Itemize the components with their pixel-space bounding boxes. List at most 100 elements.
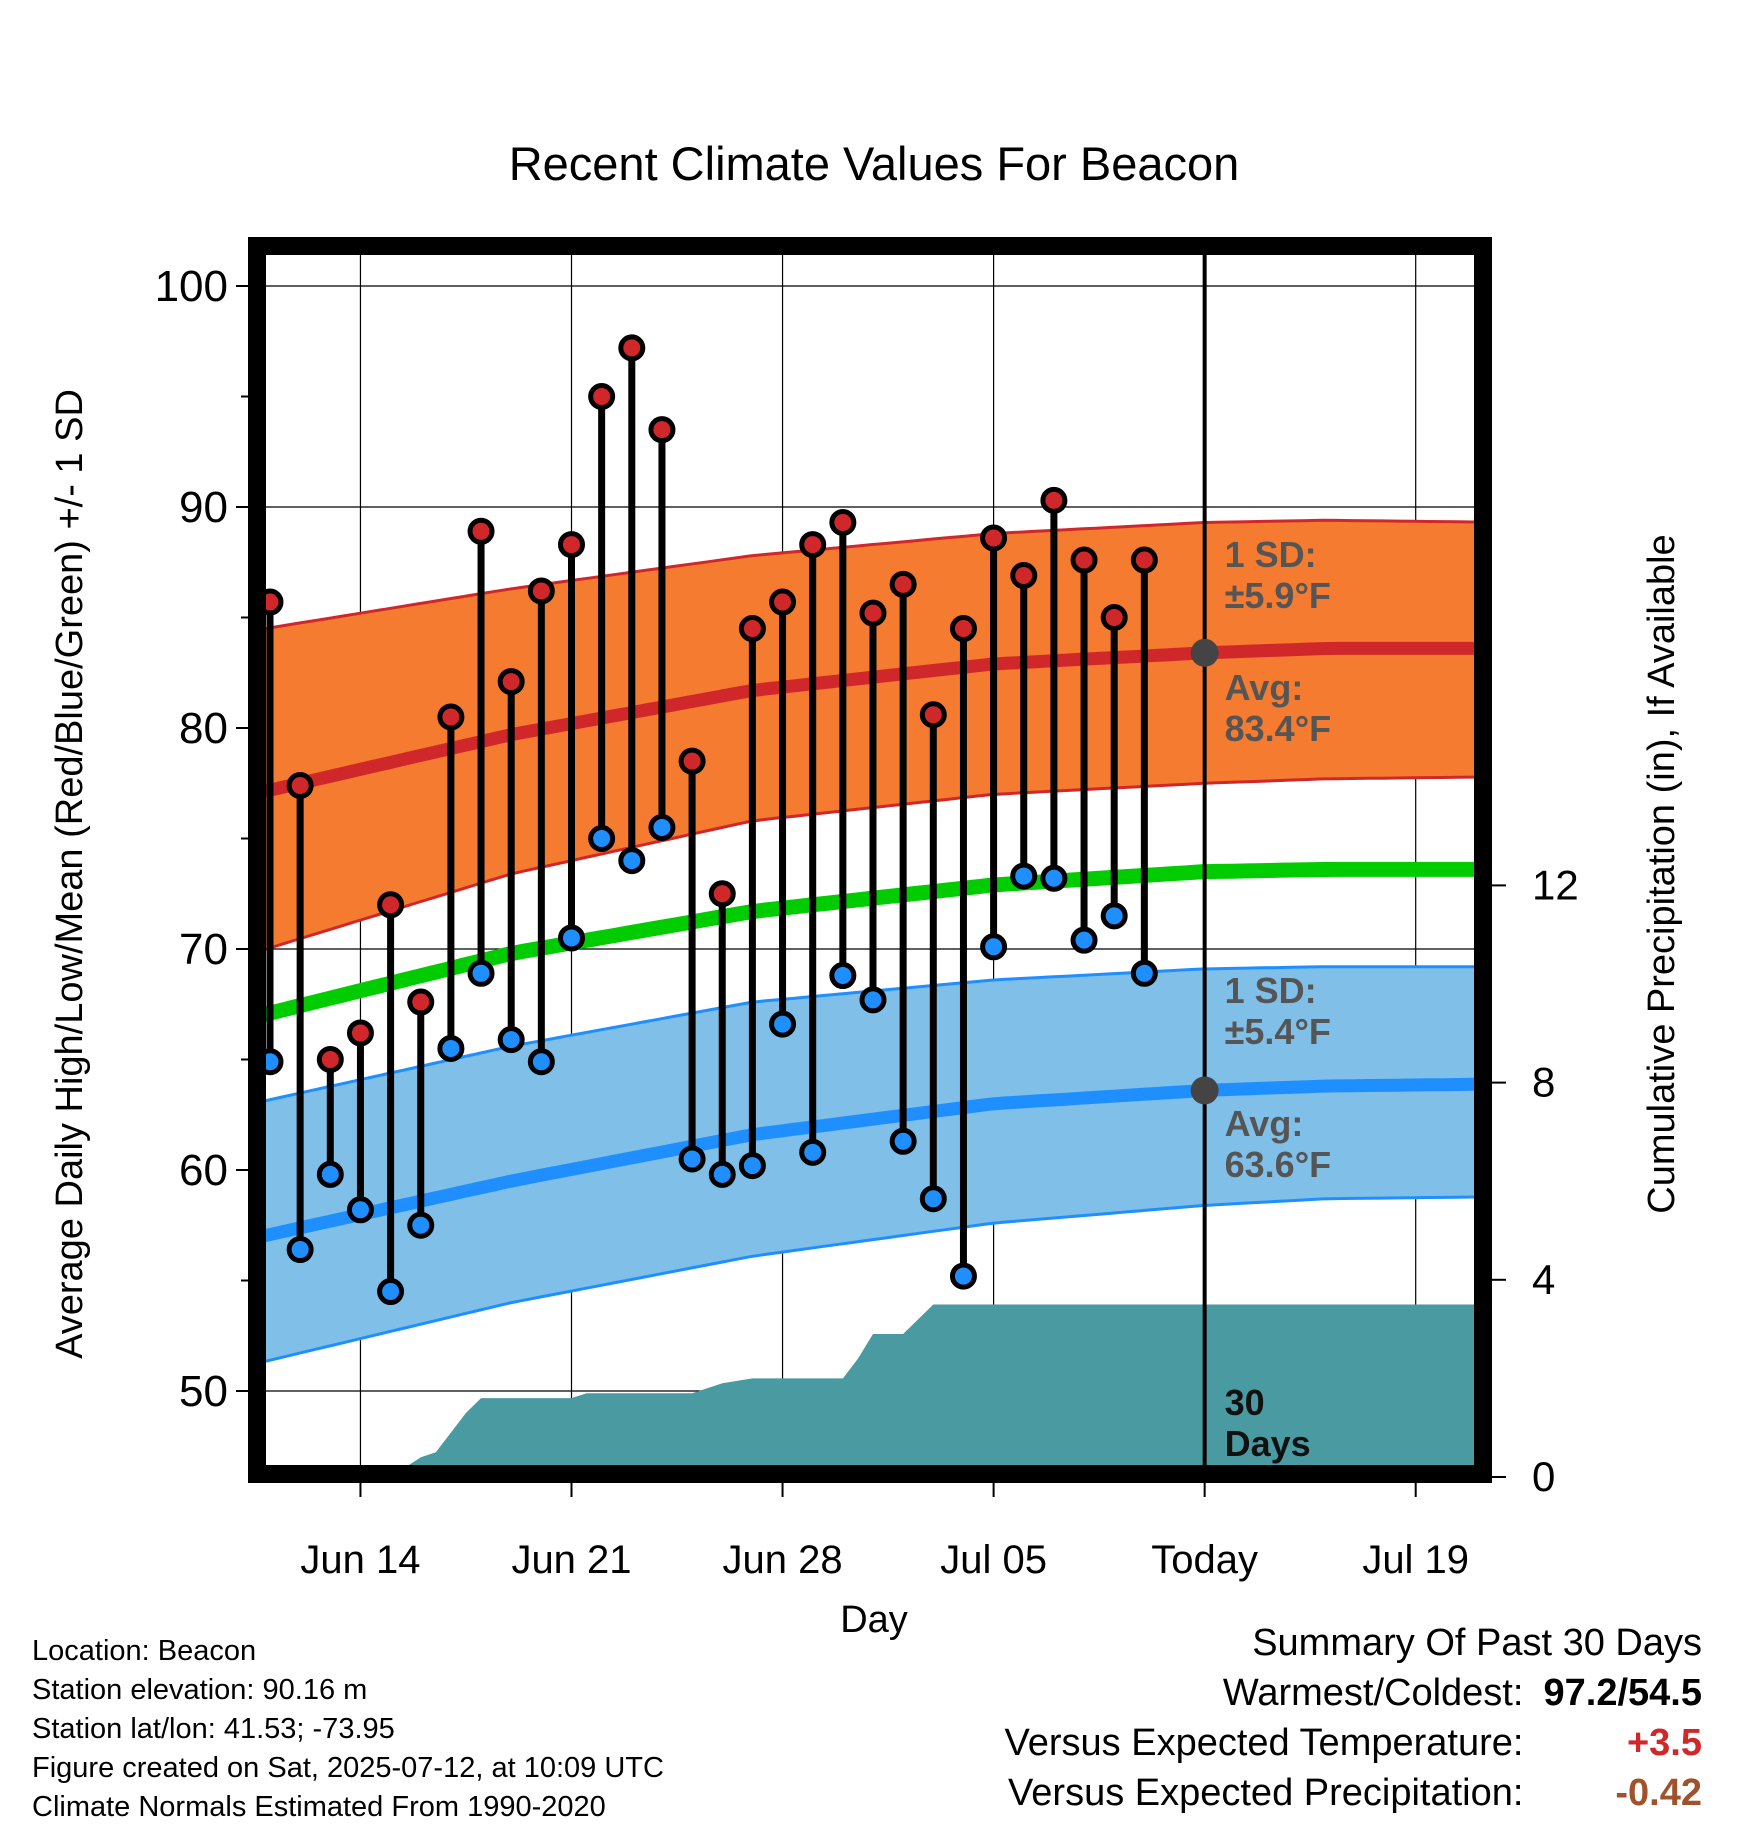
high-point [377, 891, 405, 919]
summary-heading: Summary Of Past 30 Days [1252, 1622, 1702, 1664]
high-point [708, 880, 736, 908]
y-tick-label: 70 [179, 925, 228, 974]
x-tick-label: Jun 14 [300, 1538, 420, 1582]
high-point [1010, 562, 1038, 590]
y-tick-label: 90 [179, 483, 228, 532]
low-point [829, 962, 857, 990]
station-metadata: Location: Beacon Station elevation: 90.1… [32, 1632, 664, 1827]
plot-frame [248, 237, 1492, 1483]
high-point [407, 988, 435, 1016]
x-tick-label: Jun 21 [511, 1538, 631, 1582]
precipitation-area [408, 1304, 1474, 1465]
low-point [588, 825, 616, 852]
normals-text: Climate Normals Estimated From 1990-2020 [32, 1791, 606, 1823]
high-point [859, 599, 887, 627]
high-point [889, 570, 917, 598]
high-point [1040, 486, 1068, 514]
high-point [1070, 546, 1098, 574]
low-point [678, 1145, 706, 1173]
low-point [1010, 862, 1038, 890]
high-sd-annotation: 1 SD: [1225, 534, 1317, 575]
y2-tick-label: 0 [1532, 1453, 1555, 1500]
y2-tick-label: 4 [1532, 1256, 1555, 1303]
high-point [738, 615, 766, 643]
low-avg-annotation: Avg: [1225, 1103, 1304, 1144]
low-point [527, 1048, 555, 1076]
low-point [889, 1127, 917, 1155]
low-point [266, 1048, 284, 1076]
high-point [1130, 546, 1158, 574]
high-sd-lower-line [266, 775, 1474, 951]
low-point [1070, 926, 1098, 954]
mean-normal-line [266, 861, 1474, 1022]
y-tick-label: 80 [179, 704, 228, 753]
summary-panel: Summary Of Past 30 Days Warmest/Coldest:… [1005, 1618, 1702, 1818]
low-point [497, 1026, 525, 1054]
high-avg-annotation: 83.4°F [1225, 708, 1331, 749]
low-point [648, 813, 676, 841]
high-point [769, 588, 797, 616]
high-point [527, 577, 555, 605]
y-tick-label: 100 [155, 262, 228, 311]
y2-tick-label: 12 [1532, 861, 1579, 908]
y-tick-label: 60 [179, 1146, 228, 1195]
x-tick-label: Jul 19 [1362, 1538, 1469, 1582]
low-point [769, 1010, 797, 1038]
latlon-text: Station lat/lon: 41.53; -73.95 [32, 1713, 395, 1745]
high-point [799, 531, 827, 559]
created-text: Figure created on Sat, 2025-07-12, at 10… [32, 1752, 664, 1784]
high-point [648, 416, 676, 444]
chart-title: Recent Climate Values For Beacon [509, 137, 1240, 190]
today-high-normal-marker [1190, 638, 1219, 667]
y-tick-label: 50 [179, 1367, 228, 1416]
x-axis-label: Day [840, 1599, 908, 1641]
today-low-normal-marker [1190, 1076, 1219, 1105]
high-point [678, 747, 706, 775]
y2-axis-label: Cumulative Precipitation (in), If Availa… [1641, 534, 1683, 1213]
precip-value: -0.42 [1615, 1772, 1702, 1814]
high-normal-line [266, 641, 1474, 798]
high-point [316, 1046, 344, 1073]
x-tick-label: Jul 05 [940, 1538, 1047, 1582]
location-text: Location: Beacon [32, 1635, 257, 1667]
high-point [558, 531, 585, 559]
y-axis-label: Average Daily High/Low/Mean (Red/Blue/Gr… [49, 389, 91, 1359]
high-point [346, 1019, 374, 1047]
high-sd-annotation: ±5.9°F [1225, 575, 1331, 616]
low-point [346, 1196, 374, 1224]
low-point [286, 1236, 314, 1264]
x-tick-label: Jun 28 [722, 1538, 842, 1582]
low-point [738, 1152, 766, 1180]
x-tick-label: Today [1151, 1538, 1258, 1582]
high-point [266, 588, 284, 616]
high-point [829, 508, 857, 536]
low-sd-annotation: 1 SD: [1225, 970, 1317, 1011]
low-point [919, 1185, 947, 1213]
high-point [437, 703, 465, 731]
low-avg-annotation: 63.6°F [1225, 1144, 1331, 1185]
warm-cold-row: Warmest/Coldest: 97.2/54.5 [1005, 1668, 1702, 1718]
low-point [618, 847, 646, 875]
low-point [1130, 959, 1158, 987]
period-annotation: Days [1225, 1423, 1311, 1464]
high-point [919, 701, 947, 729]
high-point [618, 334, 646, 362]
low-point [708, 1160, 736, 1188]
low-point [980, 933, 1008, 961]
y2-tick-label: 8 [1532, 1059, 1555, 1106]
low-sd-band [266, 966, 1474, 1362]
temp-label: Versus Expected Temperature: [1004, 1722, 1524, 1764]
low-point [949, 1262, 977, 1290]
elevation-text: Station elevation: 90.16 m [32, 1674, 368, 1706]
warm-cold-value: 97.2/54.5 [1543, 1672, 1702, 1714]
precip-label: Versus Expected Precipitation: [1008, 1772, 1524, 1814]
low-point [467, 959, 495, 987]
high-point [949, 615, 977, 643]
low-normal-line [266, 1077, 1474, 1243]
temp-value: +3.5 [1626, 1722, 1702, 1764]
low-point [377, 1278, 405, 1306]
low-point [859, 986, 887, 1014]
high-avg-annotation: Avg: [1225, 667, 1304, 708]
